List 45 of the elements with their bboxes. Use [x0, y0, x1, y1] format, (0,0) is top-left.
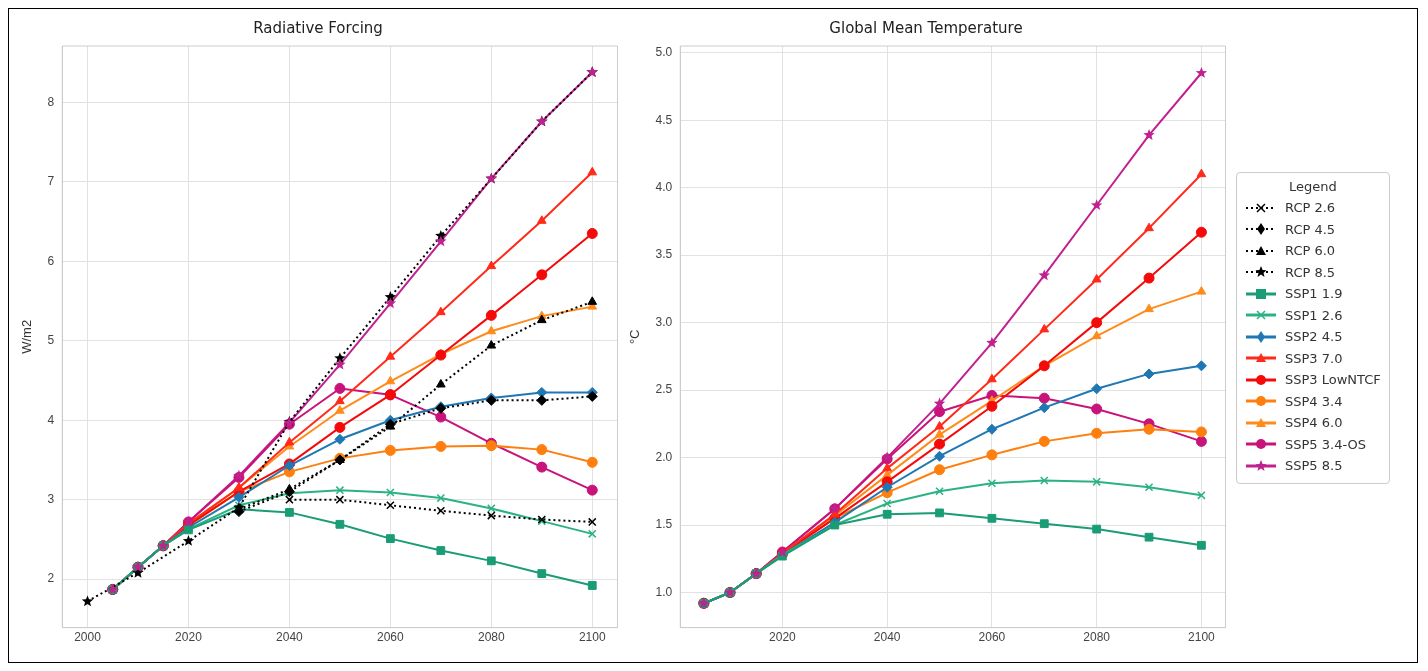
legend-label: SSP1 1.9	[1285, 286, 1343, 302]
y-tick-label: 8	[47, 94, 55, 109]
y-tick-label: 2.0	[655, 449, 673, 464]
legend-label: SSP5 3.4-OS	[1285, 436, 1366, 452]
y-axis-title: °C	[627, 329, 643, 345]
chart-title: Global Mean Temperature	[829, 18, 1023, 37]
x-tick-label: 2020	[175, 630, 203, 645]
x-tick-label: 2100	[578, 630, 606, 645]
y-tick-label: 6	[47, 253, 55, 268]
legend-title: Legend	[1288, 179, 1338, 194]
legend-label: RCP 4.5	[1285, 221, 1336, 237]
y-tick-label: 4.0	[655, 180, 673, 194]
y-tick-label: 7	[47, 174, 55, 189]
y-tick-label: 2	[47, 571, 55, 586]
legend-label: RCP 2.6	[1285, 200, 1336, 216]
y-tick-label: 4	[47, 412, 55, 427]
x-tick-label: 2040	[873, 630, 901, 645]
y-tick-label: 5	[47, 333, 55, 348]
y-tick-label: 5.0	[655, 45, 673, 60]
legend-label: SSP4 3.4	[1285, 393, 1343, 409]
y-tick-label: 3.5	[655, 247, 673, 262]
x-tick-label: 2060	[978, 630, 1006, 645]
x-tick-label: 2020	[769, 630, 797, 645]
legend-label: SSP3 LowNTCF	[1285, 372, 1381, 388]
legend-label: SSP3 7.0	[1285, 350, 1343, 366]
y-tick-label: 3	[47, 491, 55, 506]
x-tick-label: 2040	[276, 630, 304, 645]
y-tick-label: 2.5	[655, 382, 673, 397]
x-tick-label: 2000	[74, 630, 102, 645]
legend-label: RCP 6.0	[1285, 243, 1336, 259]
y-tick-label: 1.0	[655, 584, 673, 599]
legend-label: RCP 8.5	[1285, 264, 1336, 280]
chart-title: Radiative Forcing	[253, 18, 383, 37]
y-axis-title: W/m2	[19, 319, 35, 354]
legend-label: SSP4 6.0	[1285, 415, 1343, 431]
x-tick-label: 2100	[1188, 630, 1216, 645]
y-tick-label: 3.0	[655, 314, 673, 329]
legend-label: SSP1 2.6	[1285, 307, 1343, 323]
x-tick-label: 2060	[377, 630, 405, 645]
y-tick-label: 4.5	[655, 112, 673, 127]
y-tick-label: 1.5	[655, 517, 673, 532]
x-tick-label: 2080	[1083, 630, 1111, 645]
legend-label: SSP5 8.5	[1285, 458, 1343, 474]
x-tick-label: 2080	[477, 630, 505, 645]
legend-label: SSP2 4.5	[1285, 329, 1343, 345]
